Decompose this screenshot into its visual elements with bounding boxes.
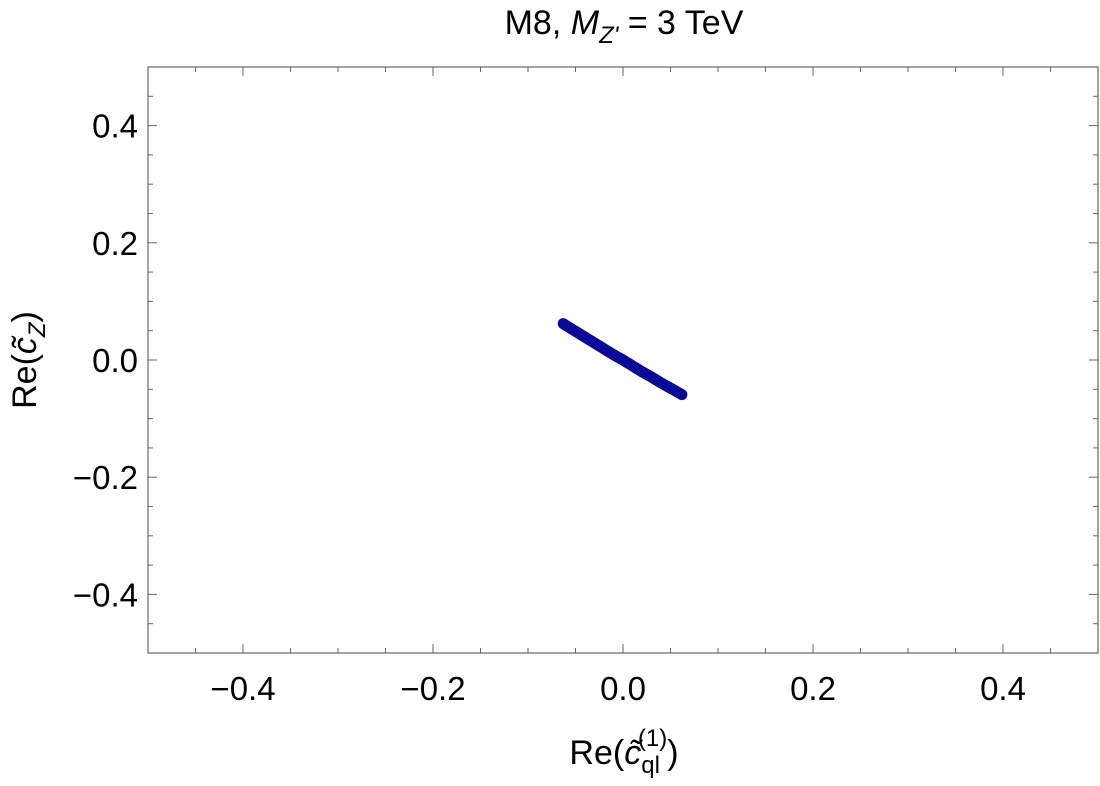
x-tick-label: 0.4 [980,670,1026,707]
scatter-points [557,318,688,401]
x-tick-label: −0.4 [210,670,275,707]
y-tick-labels: −0.4 −0.2 0.0 0.2 0.4 [73,108,138,614]
x-tick-labels: −0.4 −0.2 0.0 0.2 0.4 [210,670,1026,707]
y-tick-label: 0.4 [92,108,138,145]
y-tick-label: −0.4 [73,576,138,613]
x-tick-label: 0.0 [600,670,646,707]
axis-ticks [147,66,1099,654]
y-tick-label: −0.2 [73,459,138,496]
x-tick-label: 0.2 [790,670,836,707]
y-axis-label: Re(c̃Z) [6,311,51,409]
y-tick-label: 0.2 [92,225,138,262]
x-axis-label: Re(c̃ql(1)) [569,725,678,779]
chart-title: M8, MZ' = 3 TeV [505,4,744,49]
x-tick-label: −0.2 [400,670,465,707]
y-tick-label: 0.0 [92,342,138,379]
data-point [676,389,688,401]
